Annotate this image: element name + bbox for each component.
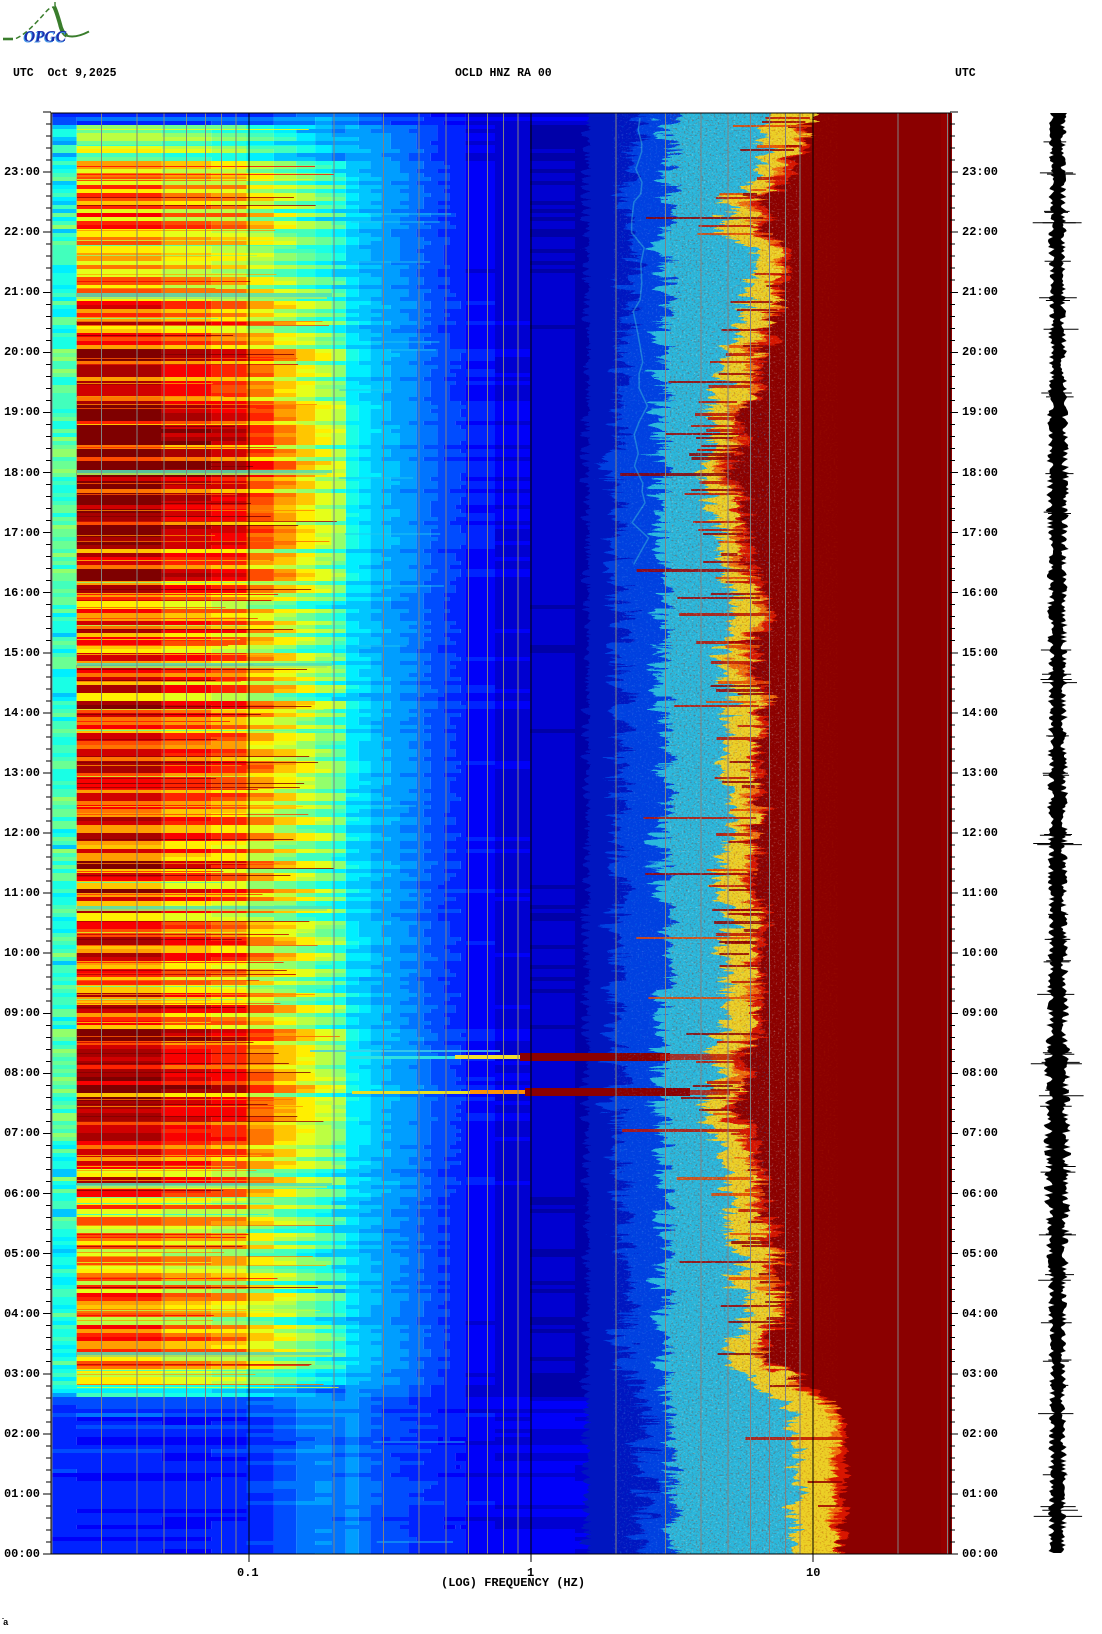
- svg-text:OPGC: OPGC: [23, 30, 66, 47]
- svg-text:OPGC: OPGC: [24, 29, 67, 46]
